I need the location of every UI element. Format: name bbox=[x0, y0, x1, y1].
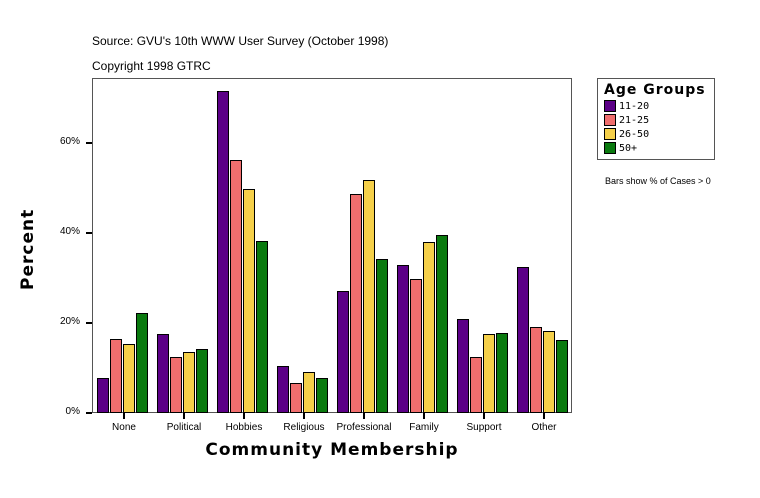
x-tick bbox=[363, 413, 365, 419]
bar bbox=[256, 241, 268, 413]
bar bbox=[470, 357, 482, 413]
bar bbox=[196, 349, 208, 413]
bar bbox=[136, 313, 148, 413]
x-tick-label: Professional bbox=[336, 422, 392, 433]
x-tick-label: Hobbies bbox=[225, 422, 263, 433]
y-tick bbox=[86, 322, 92, 324]
legend-item-11-20: 11-20 bbox=[604, 100, 649, 113]
bar bbox=[483, 334, 495, 413]
x-tick bbox=[303, 413, 305, 419]
bar bbox=[517, 267, 529, 413]
x-tick-label: Religious bbox=[283, 422, 325, 433]
x-tick-label: Support bbox=[466, 422, 502, 433]
bar bbox=[316, 378, 328, 413]
bar bbox=[243, 189, 255, 413]
x-tick-label: Family bbox=[409, 422, 439, 433]
x-tick-label: Political bbox=[166, 422, 202, 433]
source-caption: Source: GVU's 10th WWW User Survey (Octo… bbox=[92, 34, 389, 48]
y-tick-label: 0% bbox=[65, 406, 80, 417]
legend-title: Age Groups bbox=[604, 82, 706, 98]
y-tick bbox=[86, 142, 92, 144]
bar bbox=[277, 366, 289, 413]
bar bbox=[436, 235, 448, 413]
legend: Age Groups 11-20 21-25 26-50 50+ bbox=[597, 78, 715, 160]
x-tick bbox=[123, 413, 125, 419]
x-tick-label: None bbox=[112, 422, 136, 433]
bar bbox=[217, 91, 229, 413]
cases-note: Bars show % of Cases > 0 bbox=[605, 176, 711, 186]
bar bbox=[350, 194, 362, 413]
bar bbox=[397, 265, 409, 413]
y-tick-label: 40% bbox=[59, 226, 80, 237]
x-tick bbox=[423, 413, 425, 419]
y-tick-label: 20% bbox=[59, 316, 80, 327]
bar bbox=[110, 339, 122, 413]
bar bbox=[410, 279, 422, 413]
bar bbox=[496, 333, 508, 413]
bar bbox=[457, 319, 469, 413]
y-axis-title: Percent bbox=[18, 208, 38, 290]
bar bbox=[183, 352, 195, 413]
legend-item-26-50: 26-50 bbox=[604, 128, 649, 141]
bar bbox=[423, 242, 435, 413]
y-tick bbox=[86, 232, 92, 234]
bar bbox=[123, 344, 135, 413]
bar bbox=[170, 357, 182, 413]
bar bbox=[530, 327, 542, 413]
legend-item-50plus: 50+ bbox=[604, 142, 637, 155]
bar bbox=[543, 331, 555, 413]
x-axis-title: Community Membership bbox=[205, 440, 459, 460]
bar bbox=[97, 378, 109, 413]
bar bbox=[337, 291, 349, 413]
bar bbox=[363, 180, 375, 413]
y-tick bbox=[86, 412, 92, 414]
y-tick-label: 60% bbox=[59, 136, 80, 147]
bar bbox=[157, 334, 169, 413]
bar bbox=[556, 340, 568, 413]
copyright-caption: Copyright 1998 GTRC bbox=[92, 59, 211, 73]
bar bbox=[303, 372, 315, 413]
x-tick bbox=[243, 413, 245, 419]
swatch-icon bbox=[604, 114, 616, 126]
bar bbox=[230, 160, 242, 413]
x-tick bbox=[483, 413, 485, 419]
x-tick-label: Other bbox=[531, 422, 557, 433]
x-tick bbox=[543, 413, 545, 419]
x-tick bbox=[183, 413, 185, 419]
swatch-icon bbox=[604, 128, 616, 140]
legend-item-21-25: 21-25 bbox=[604, 114, 649, 127]
bar bbox=[290, 383, 302, 413]
bar bbox=[376, 259, 388, 413]
swatch-icon bbox=[604, 142, 616, 154]
swatch-icon bbox=[604, 100, 616, 112]
